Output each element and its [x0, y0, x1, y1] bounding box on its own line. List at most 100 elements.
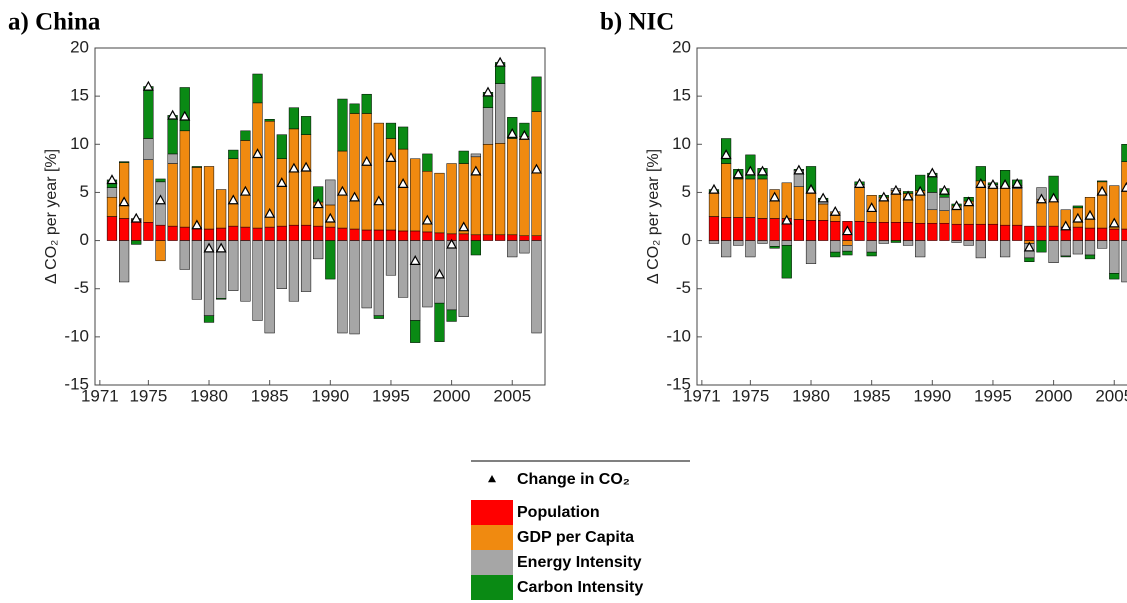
y-tick-label: -10: [64, 326, 89, 345]
bar-segment: [313, 225, 324, 241]
bar-segment: [781, 182, 792, 219]
bar-segment: [191, 167, 202, 229]
bar-segment: [721, 217, 732, 241]
x-tick-label: 2005: [493, 386, 531, 405]
bar-segment: [397, 126, 409, 150]
co2-change-marker: [421, 214, 433, 225]
bar-segment: [191, 166, 202, 168]
bar-segment: [745, 240, 756, 258]
bar-segment: [915, 240, 926, 258]
bar-segment: [119, 161, 130, 163]
co2-change-marker: [708, 183, 720, 194]
x-tick-label: 1971: [683, 386, 721, 405]
co2-change-marker: [312, 198, 324, 209]
bar-segment: [963, 240, 974, 246]
y-tick-label: 10: [672, 134, 691, 153]
bar-segment: [240, 130, 251, 141]
bar-segment: [939, 196, 950, 211]
legend-marker: [488, 475, 496, 483]
co2-change-marker: [769, 191, 781, 202]
bar-segment: [495, 234, 506, 241]
co2-change-marker: [385, 152, 397, 162]
bar-segment: [385, 240, 397, 276]
y-tick-label: 5: [80, 182, 89, 201]
bar-segment: [300, 240, 312, 292]
bar-segment: [264, 226, 275, 241]
co2-change-marker: [999, 178, 1011, 189]
x-tick-label: 1990: [311, 386, 349, 405]
co2-change-marker: [397, 178, 409, 188]
bar-segment: [131, 220, 142, 241]
x-tick-label: 1975: [731, 386, 769, 405]
bar-segment: [155, 224, 166, 241]
bar-segment: [793, 219, 804, 241]
bar-segment: [240, 240, 251, 302]
co2-change-marker: [361, 155, 373, 166]
co2-change-marker: [1108, 217, 1120, 228]
bar-segment: [252, 240, 263, 321]
co2-change-marker: [854, 178, 866, 188]
co2-change-marker: [878, 191, 890, 202]
bar-segment: [999, 224, 1011, 241]
co2-change-marker: [130, 212, 142, 223]
bar-segment: [769, 240, 780, 247]
bar-segment: [721, 163, 732, 218]
co2-change-marker: [902, 190, 914, 201]
bar-segment: [769, 189, 780, 219]
bar-segment: [470, 240, 481, 256]
y-tick-label: -5: [676, 278, 691, 297]
bar-segment: [446, 240, 457, 311]
co2-change-marker: [987, 178, 999, 189]
bar-segment: [373, 240, 384, 316]
bar-segment: [337, 227, 348, 241]
x-tick-label: 2005: [1095, 386, 1127, 405]
co2-change-marker: [506, 127, 518, 138]
bar-segment: [143, 159, 154, 223]
bar-segment: [1072, 240, 1083, 255]
bar-segment: [745, 178, 756, 218]
y-tick-label: -15: [64, 374, 89, 393]
co2-change-marker: [227, 194, 239, 205]
bar-segment: [337, 98, 348, 152]
bar-segment: [1084, 240, 1096, 256]
bar-segment: [939, 222, 950, 241]
bar-segment: [745, 217, 756, 241]
bar-segment: [288, 128, 300, 226]
bar-segment: [482, 234, 494, 241]
co2-change-marker: [829, 205, 841, 216]
co2-change-marker: [732, 168, 744, 179]
bar-segment: [842, 245, 853, 252]
bar-segment: [708, 192, 720, 217]
bar-segment: [325, 240, 336, 280]
bar-segment: [228, 149, 239, 159]
bar-segment: [325, 179, 336, 206]
bar-segment: [252, 227, 263, 241]
co2-change-marker: [154, 194, 167, 205]
bar-segment: [167, 153, 178, 164]
bar-segment: [179, 87, 190, 132]
co2-change-marker: [1011, 178, 1023, 188]
x-tick-label: 1971: [81, 386, 119, 405]
bar-segment: [531, 240, 542, 334]
bar-segment: [793, 186, 804, 220]
y-tick-label: 15: [70, 86, 89, 105]
y-tick-label: -5: [74, 278, 89, 297]
bar-segment: [410, 320, 421, 343]
bar-segment: [216, 227, 227, 241]
bar-segment: [373, 122, 384, 231]
bar-segment: [276, 225, 287, 241]
co2-change-marker: [793, 164, 805, 175]
bar-segment: [818, 220, 829, 241]
bar-segment: [854, 221, 865, 241]
bar-segment: [288, 240, 300, 302]
co2-change-marker: [756, 165, 769, 176]
co2-change-marker: [1060, 220, 1072, 231]
bar-segment: [519, 235, 530, 241]
y-tick-label: -15: [666, 374, 691, 393]
bar-segment: [1109, 185, 1120, 230]
y-tick-label: 20: [672, 37, 691, 56]
bar-segment: [1072, 226, 1083, 241]
co2-change-marker: [530, 163, 543, 174]
plot-frame: [696, 47, 1127, 386]
bar-segment: [507, 240, 518, 258]
